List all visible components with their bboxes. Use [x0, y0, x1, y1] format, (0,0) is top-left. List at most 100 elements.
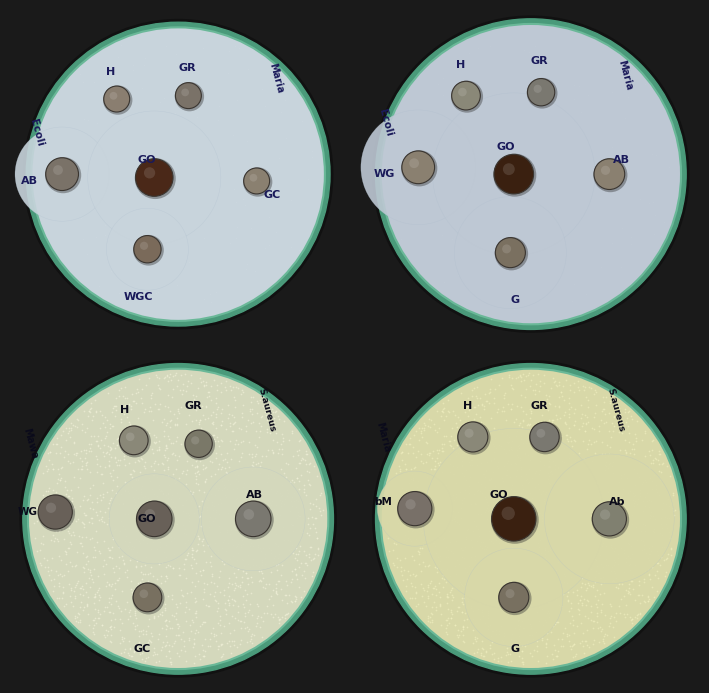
Point	[520, 474, 532, 485]
Point	[132, 220, 143, 231]
Point	[89, 597, 100, 608]
Point	[223, 46, 235, 57]
Point	[199, 646, 211, 657]
Point	[191, 390, 202, 401]
Point	[443, 406, 454, 417]
Point	[213, 483, 225, 494]
Point	[428, 538, 440, 549]
Point	[606, 87, 618, 98]
Point	[429, 463, 440, 474]
Point	[161, 371, 172, 382]
Circle shape	[502, 245, 511, 254]
Point	[596, 541, 608, 552]
Point	[280, 609, 291, 620]
Point	[208, 590, 220, 602]
Point	[415, 448, 426, 459]
Point	[254, 394, 265, 405]
Point	[189, 650, 201, 661]
Point	[421, 472, 432, 483]
Point	[302, 173, 313, 184]
Point	[445, 435, 456, 446]
Point	[620, 406, 631, 417]
Circle shape	[15, 127, 109, 221]
Point	[189, 580, 200, 591]
Point	[479, 481, 491, 492]
Point	[599, 448, 610, 459]
Point	[191, 136, 203, 147]
Point	[70, 560, 82, 571]
Point	[294, 484, 305, 495]
Point	[271, 514, 282, 525]
Point	[200, 556, 211, 567]
Point	[532, 635, 543, 647]
Point	[207, 505, 218, 516]
Point	[268, 472, 279, 483]
Point	[230, 468, 241, 479]
Point	[457, 451, 469, 462]
Point	[161, 552, 172, 563]
Point	[99, 554, 110, 565]
Point	[554, 531, 565, 542]
Point	[76, 464, 87, 475]
Point	[581, 624, 593, 635]
Point	[408, 475, 419, 486]
Point	[533, 602, 545, 613]
Point	[618, 609, 630, 620]
Point	[479, 471, 491, 482]
Circle shape	[464, 429, 474, 438]
Point	[598, 587, 610, 598]
Point	[252, 611, 264, 622]
Point	[523, 613, 534, 624]
Point	[189, 430, 201, 441]
Point	[542, 404, 554, 415]
Point	[223, 409, 235, 420]
Point	[220, 556, 232, 568]
Point	[152, 633, 164, 644]
Point	[265, 483, 277, 494]
Point	[84, 446, 95, 457]
Point	[529, 388, 540, 399]
Point	[200, 430, 211, 441]
Point	[254, 562, 265, 573]
Point	[507, 537, 518, 548]
Point	[85, 570, 96, 581]
Point	[578, 525, 589, 536]
Point	[599, 509, 610, 520]
Point	[169, 473, 180, 484]
Point	[281, 579, 292, 590]
Point	[558, 410, 569, 421]
Point	[147, 494, 158, 505]
Point	[170, 629, 182, 640]
Point	[489, 647, 500, 658]
Point	[595, 549, 606, 560]
Point	[162, 488, 174, 499]
Point	[422, 529, 433, 541]
Point	[207, 622, 218, 633]
Point	[552, 616, 563, 627]
Point	[154, 541, 165, 552]
Circle shape	[423, 428, 604, 609]
Point	[122, 540, 133, 551]
Point	[440, 615, 452, 626]
Point	[514, 371, 525, 382]
Point	[584, 540, 596, 551]
Point	[649, 526, 660, 537]
Point	[113, 454, 124, 465]
Point	[635, 193, 646, 204]
Point	[587, 638, 598, 649]
Point	[576, 577, 587, 588]
Point	[289, 496, 300, 507]
Point	[520, 589, 531, 600]
Point	[523, 520, 535, 532]
Point	[476, 399, 488, 410]
Point	[518, 518, 529, 529]
Point	[486, 625, 498, 636]
Point	[228, 500, 240, 511]
Point	[119, 381, 130, 392]
Point	[160, 615, 171, 626]
Point	[598, 392, 609, 403]
Point	[148, 437, 160, 448]
Point	[251, 458, 262, 469]
Point	[475, 478, 486, 489]
Point	[47, 552, 58, 563]
